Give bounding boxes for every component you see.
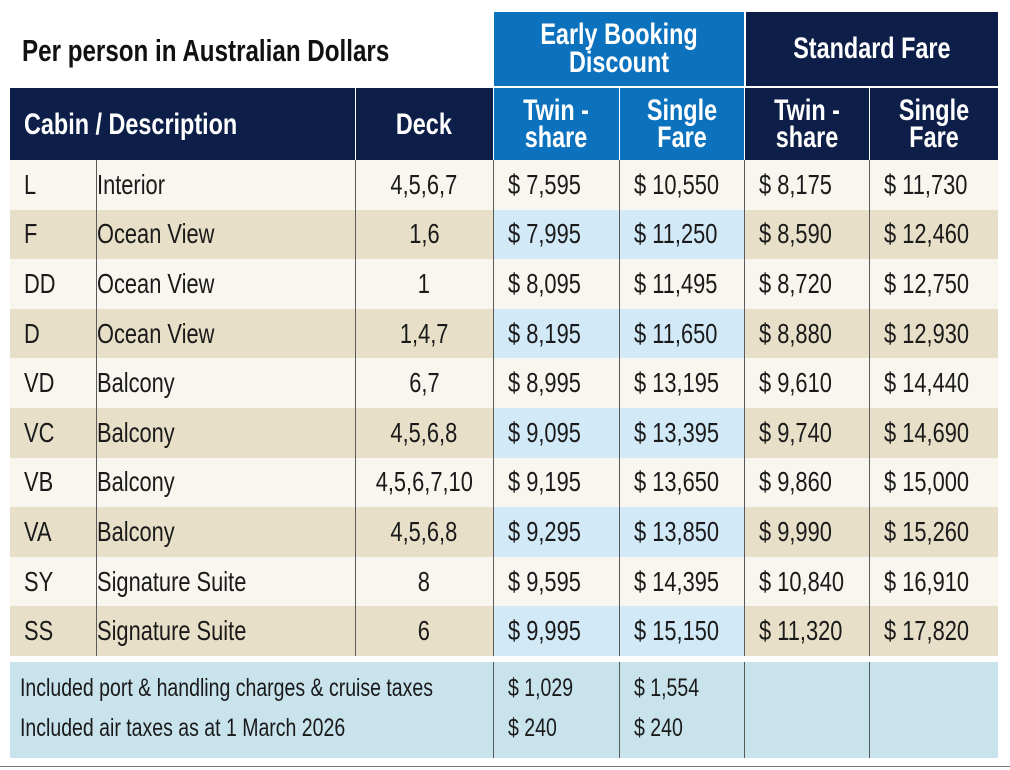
cabin-description: Balcony xyxy=(95,457,355,508)
std-single-fare-price: $ 14,690 xyxy=(868,407,998,458)
std-single-fare-price: $ 17,820 xyxy=(868,606,998,656)
cabin-description: Balcony xyxy=(95,358,355,408)
deck-numbers: 6,7 xyxy=(354,358,493,408)
cabin-code: VA xyxy=(10,507,96,557)
std-twin-share-price: $ 9,860 xyxy=(743,457,869,508)
std-twin-share-price: $ 8,175 xyxy=(743,160,869,210)
ebd-single-fare-price: $ 11,495 xyxy=(618,259,744,309)
column-header-std-twin-share: Twin -share xyxy=(743,88,869,160)
cabin-code: D xyxy=(10,308,96,359)
std-single-fare-price: $ 15,000 xyxy=(868,457,998,508)
table-row: VA Balcony 4,5,6,8 $ 9,295 $ 13,850 $ 9,990 $ … xyxy=(10,507,998,557)
std-single-fare-price: $ 14,440 xyxy=(868,358,998,408)
cabin-description: Interior xyxy=(95,160,355,210)
deck-numbers: 1,6 xyxy=(354,209,493,260)
std-twin-share-price: $ 9,990 xyxy=(743,507,869,557)
deck-numbers: 6 xyxy=(354,606,493,656)
std-single-fare-price: $ 12,930 xyxy=(868,308,998,359)
table-row: D Ocean View 1,4,7 $ 8,195 $ 11,650 $ 8,880 $ … xyxy=(10,308,998,359)
deck-numbers: 4,5,6,7,10 xyxy=(354,457,493,508)
included-taxes-footer: Included port & handling charges & cruis… xyxy=(10,662,998,758)
std-single-fare-price: $ 12,460 xyxy=(868,209,998,260)
std-twin-share-price: $ 8,590 xyxy=(743,209,869,260)
cabin-code: DD xyxy=(10,259,96,309)
ebd-single-fare-price: $ 10,550 xyxy=(618,160,744,210)
cabin-description: Balcony xyxy=(95,507,355,557)
ebd-single-fare-price: $ 14,395 xyxy=(618,556,744,607)
table-row: DD Ocean View 1 $ 8,095 $ 11,495 $ 8,720 $ 12,… xyxy=(10,259,998,309)
deck-numbers: 1,4,7 xyxy=(354,308,493,359)
ebd-single-fare-price: $ 13,650 xyxy=(618,457,744,508)
cabin-description: Ocean View xyxy=(95,308,355,359)
column-header-row: Cabin / Description Deck Twin -share Sin… xyxy=(10,88,998,160)
ebd-twin-share-price: $ 9,295 xyxy=(492,507,619,557)
ebd-twin-share-price: $ 9,195 xyxy=(492,457,619,508)
column-header-std-single-fare: Single Fare xyxy=(868,88,998,160)
cabin-code: VB xyxy=(10,457,96,508)
air-taxes-label: Included air taxes as at 1 March 2026 xyxy=(20,714,346,742)
port-charges-single: $ 1,554 xyxy=(634,674,700,702)
ebd-single-fare-price: $ 11,250 xyxy=(618,209,744,260)
column-header-cabin-description: Cabin / Description xyxy=(10,88,355,160)
table-title: Per person in Australian Dollars xyxy=(22,33,390,68)
std-twin-share-price: $ 10,840 xyxy=(743,556,869,607)
cabin-code: SY xyxy=(10,556,96,607)
cabin-description: Ocean View xyxy=(95,209,355,260)
ebd-twin-share-price: $ 8,995 xyxy=(492,358,619,408)
column-header-ebd-twin-share: Twin -share xyxy=(492,88,619,160)
ebd-single-fare-price: $ 15,150 xyxy=(618,606,744,656)
ebd-single-fare-price: $ 13,850 xyxy=(618,507,744,557)
std-twin-share-price: $ 8,880 xyxy=(743,308,869,359)
table-row: VB Balcony 4,5,6,7,10 $ 9,195 $ 13,650 $ 9,86… xyxy=(10,457,998,508)
deck-numbers: 4,5,6,8 xyxy=(354,507,493,557)
cabin-code: VC xyxy=(10,407,96,458)
cabin-code: SS xyxy=(10,606,96,656)
fare-table: Cabin / Description Deck Twin -share Sin… xyxy=(10,88,998,656)
ebd-single-fare-price: $ 13,195 xyxy=(618,358,744,408)
std-twin-share-price: $ 8,720 xyxy=(743,259,869,309)
cabin-code: F xyxy=(10,209,96,260)
standard-fare-header: Standard Fare xyxy=(746,12,998,86)
ebd-twin-share-price: $ 8,095 xyxy=(492,259,619,309)
early-booking-discount-header: Early Booking Discount xyxy=(494,12,744,86)
ebd-twin-share-price: $ 9,095 xyxy=(492,407,619,458)
std-single-fare-price: $ 11,730 xyxy=(868,160,998,210)
table-row: SY Signature Suite 8 $ 9,595 $ 14,395 $ 10,84… xyxy=(10,556,998,607)
deck-numbers: 4,5,6,7 xyxy=(354,160,493,210)
cabin-description: Balcony xyxy=(95,407,355,458)
cabin-code: VD xyxy=(10,358,96,408)
table-row: SS Signature Suite 6 $ 9,995 $ 15,150 $ 11,32… xyxy=(10,606,998,656)
table-row: F Ocean View 1,6 $ 7,995 $ 11,250 $ 8,590 $ 12… xyxy=(10,209,998,260)
ebd-single-fare-price: $ 11,650 xyxy=(618,308,744,359)
port-charges-twin: $ 1,029 xyxy=(508,674,574,702)
ebd-twin-share-price: $ 7,995 xyxy=(492,209,619,260)
column-header-ebd-single-fare: Single Fare xyxy=(618,88,744,160)
air-taxes-twin: $ 240 xyxy=(508,714,557,742)
port-charges-label: Included port & handling charges & cruis… xyxy=(20,674,433,702)
cabin-description: Signature Suite xyxy=(95,556,355,607)
std-single-fare-price: $ 15,260 xyxy=(868,507,998,557)
ebd-twin-share-price: $ 7,595 xyxy=(492,160,619,210)
ebd-single-fare-price: $ 13,395 xyxy=(618,407,744,458)
std-single-fare-price: $ 16,910 xyxy=(868,556,998,607)
table-row: VC Balcony 4,5,6,8 $ 9,095 $ 13,395 $ 9,740 $ … xyxy=(10,407,998,458)
ebd-twin-share-price: $ 9,995 xyxy=(492,606,619,656)
cabin-description: Ocean View xyxy=(95,259,355,309)
std-single-fare-price: $ 12,750 xyxy=(868,259,998,309)
deck-numbers: 8 xyxy=(354,556,493,607)
deck-numbers: 4,5,6,8 xyxy=(354,407,493,458)
table-row: L Interior 4,5,6,7 $ 7,595 $ 10,550 $ 8,175 $ … xyxy=(10,160,998,210)
cabin-code: L xyxy=(10,160,96,210)
air-taxes-single: $ 240 xyxy=(634,714,683,742)
std-twin-share-price: $ 9,740 xyxy=(743,407,869,458)
std-twin-share-price: $ 9,610 xyxy=(743,358,869,408)
cabin-description: Signature Suite xyxy=(95,606,355,656)
column-header-deck: Deck xyxy=(354,88,493,160)
table-row: VD Balcony 6,7 $ 8,995 $ 13,195 $ 9,610 $ 14,4… xyxy=(10,358,998,408)
ebd-twin-share-price: $ 8,195 xyxy=(492,308,619,359)
std-twin-share-price: $ 11,320 xyxy=(743,606,869,656)
ebd-twin-share-price: $ 9,595 xyxy=(492,556,619,607)
bottom-rule xyxy=(0,766,1010,767)
deck-numbers: 1 xyxy=(354,259,493,309)
